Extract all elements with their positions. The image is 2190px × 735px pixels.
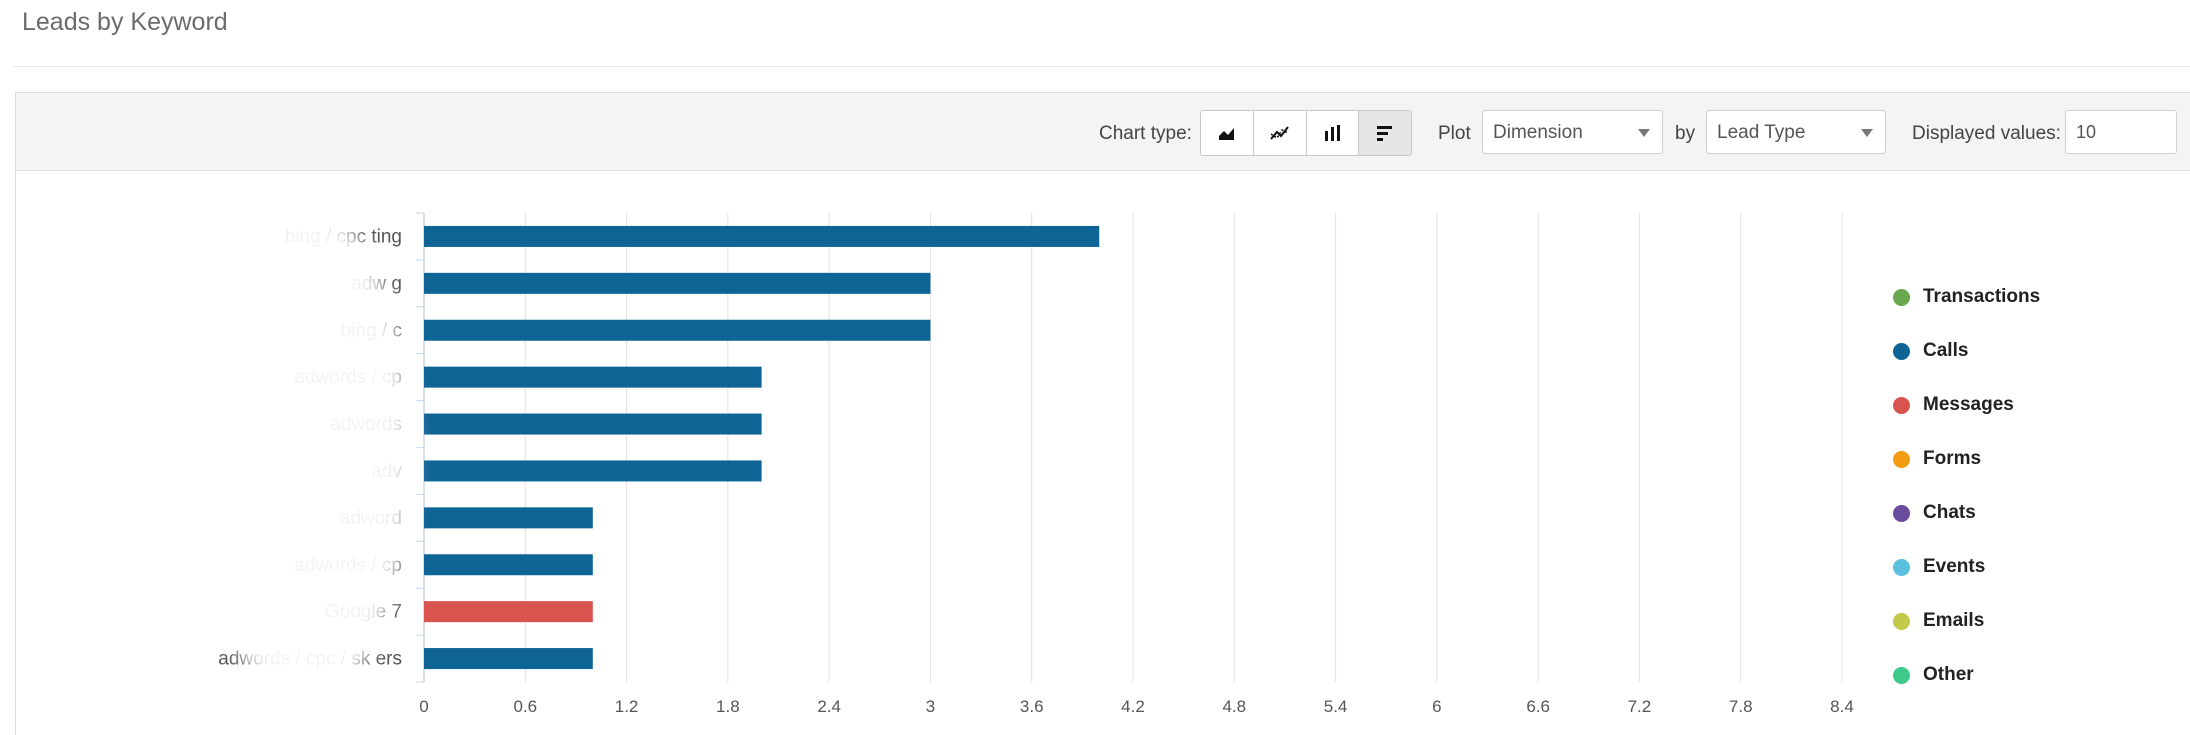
legend-item[interactable]: Chats [1893,486,2040,540]
bar [424,601,593,623]
x-tick-label: 1.8 [716,697,740,716]
legend-color-dot [1893,396,1910,414]
x-tick-label: 6.6 [1526,697,1550,716]
legend-label: Forms [1923,448,1982,469]
legend-color-dot [1893,288,1910,306]
legend-label: Messages [1923,394,2014,415]
x-tick-label: 4.2 [1121,697,1145,716]
plot-select[interactable]: Dimension [1482,110,1663,154]
area-chart-icon [1218,128,1234,140]
legend-label: Emails [1923,610,1985,631]
legend-label: Events [1923,556,1986,577]
legend-item[interactable]: Events [1893,540,2040,594]
x-tick-label: 7.8 [1729,697,1753,716]
line-chart-icon [1269,126,1289,140]
chart-legend: Transactions Calls Messages Forms Chats Event… [1893,270,2040,702]
column-chart-icon [1325,125,1341,141]
bar [424,225,1100,247]
legend-item[interactable]: Forms [1893,432,2040,486]
bar [424,319,931,341]
legend-color-dot [1893,504,1910,522]
x-tick-label: 1.2 [615,697,639,716]
chart-type-label: Chart type: [1099,123,1192,144]
legend-item[interactable]: Transactions [1893,270,2040,324]
legend-color-dot [1893,666,1910,684]
x-tick-label: 6 [1432,697,1441,716]
plot-select-value: Dimension [1493,122,1583,143]
legend-color-dot [1893,342,1910,360]
legend-label: Other [1923,664,1974,685]
legend-item[interactable]: Calls [1893,324,2040,378]
x-tick-label: 0 [419,697,428,716]
chart-toolbar: Chart type: [16,93,2190,171]
chevron-down-icon [1861,129,1873,137]
page-title: Leads by Keyword [22,8,228,36]
x-tick-label: 2.4 [817,697,841,716]
bar [424,554,593,576]
area-chart-button[interactable] [1201,111,1254,155]
x-tick-label: 0.6 [513,697,537,716]
bar [424,460,762,482]
legend-color-dot [1893,558,1910,576]
line-chart-button[interactable] [1253,111,1307,155]
legend-color-dot [1893,450,1910,468]
x-tick-label: 5.4 [1324,697,1348,716]
x-tick-label: 3.6 [1020,697,1044,716]
bar [424,413,762,435]
bar [424,507,593,529]
x-tick-label: 4.8 [1222,697,1246,716]
bar-chart-button[interactable] [1359,111,1411,155]
bar [424,272,931,294]
legend-item[interactable]: Emails [1893,594,2040,648]
bar [424,366,762,388]
by-label: by [1675,123,1696,144]
bar [424,648,593,670]
bar-chart-icon [1377,126,1393,141]
displayed-values-label: Displayed values: [1912,123,2061,144]
legend-label: Calls [1923,340,1969,361]
chart-type-group [1200,110,1412,156]
legend-color-dot [1893,612,1910,630]
column-chart-button[interactable] [1306,111,1360,155]
plot-label: Plot [1438,123,1471,144]
redaction-blur [200,205,410,705]
legend-label: Transactions [1923,286,2041,307]
lead-type-select[interactable]: Lead Type [1706,110,1886,154]
x-tick-label: 7.2 [1628,697,1652,716]
lead-type-select-value: Lead Type [1717,122,1806,143]
displayed-values-input[interactable] [2065,110,2177,154]
x-tick-label: 3 [926,697,935,716]
legend-item[interactable]: Other [1893,648,2040,702]
x-tick-label: 8.4 [1830,697,1854,716]
legend-item[interactable]: Messages [1893,378,2040,432]
chevron-down-icon [1638,129,1650,137]
title-divider [14,66,2190,67]
legend-label: Chats [1923,502,1976,523]
